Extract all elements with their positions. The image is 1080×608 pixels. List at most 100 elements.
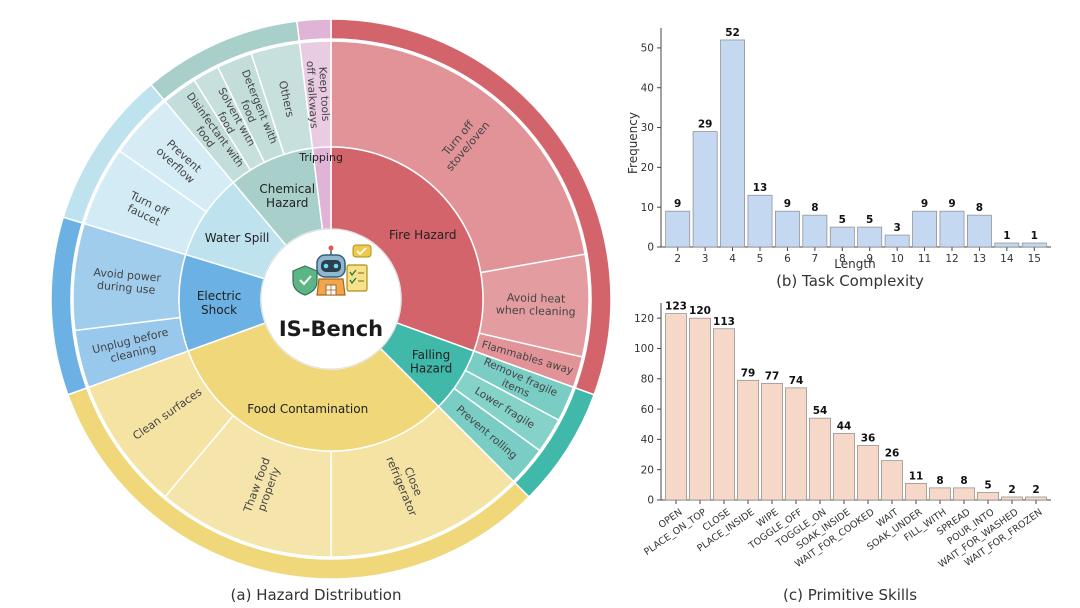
task-bar-9 — [857, 226, 883, 248]
skill-value-label: 2 — [1008, 484, 1015, 496]
task-bar-7 — [802, 214, 828, 248]
task-bar-2 — [665, 210, 691, 248]
skill-value-label: 8 — [960, 475, 967, 487]
task-y-tick-label: 20 — [641, 162, 654, 174]
skill-value-label: 8 — [936, 475, 943, 487]
task-value-label: 8 — [976, 202, 983, 214]
task-bar-3 — [692, 131, 718, 248]
skill-value-label: 54 — [813, 405, 828, 417]
subcategory-label-keep-tools-off-walkways: Keep toolsoff walkways — [304, 60, 332, 129]
task-x-tick-label: 8 — [839, 253, 846, 265]
skill-bar-wait-for-cooked — [857, 445, 879, 501]
task-value-label: 9 — [948, 198, 955, 210]
skill-y-tick-label: 120 — [634, 313, 654, 325]
skill-bar-open — [665, 313, 687, 501]
category-label-electric-shock: Electric Shock — [197, 289, 241, 317]
task-x-tick-label: 13 — [973, 253, 986, 265]
task-x-tick-label: 11 — [918, 253, 931, 265]
task-ylabel: Frequency — [626, 112, 640, 174]
skill-value-label: 120 — [689, 305, 711, 317]
skill-bar-soak-inside — [833, 432, 855, 501]
task-x-tick-label: 14 — [1000, 253, 1014, 265]
skill-y-tick-label: 80 — [641, 373, 654, 385]
skill-bar-soak-under — [905, 482, 927, 501]
task-x-tick-label: 6 — [784, 253, 791, 265]
category-label-water-spill: Water Spill — [205, 231, 270, 245]
skill-value-label: 113 — [713, 316, 735, 328]
skill-value-label: 2 — [1032, 484, 1039, 496]
category-label-electric-shock-line: Electric — [197, 289, 241, 303]
skill-value-label: 26 — [885, 448, 900, 460]
task-value-label: 1 — [1031, 230, 1038, 242]
category-label-chemical-hazard: Chemical Hazard — [259, 182, 315, 210]
skill-bar-place-inside — [737, 379, 759, 501]
task-value-label: 9 — [921, 198, 928, 210]
task-bar-15 — [1021, 242, 1047, 248]
task-x-tick-label: 12 — [945, 253, 958, 265]
task-bar-13 — [967, 214, 992, 248]
subcategory-label-avoid-heat-when-cleaning-line: when cleaning — [496, 303, 576, 318]
task-y-tick-label: 50 — [641, 43, 654, 55]
skill-y-tick-label: 20 — [641, 464, 654, 476]
subcategory-label-avoid-power-during-use: Avoid powerduring use — [92, 266, 162, 297]
task-x-tick-label: 3 — [702, 253, 709, 265]
sunburst-center-circle — [260, 228, 402, 370]
primitive-skills-chart: 020406080100120OPENPLACE_ON_TOPCLOSEPLAC… — [634, 301, 1051, 604]
skill-bar-wait — [881, 460, 903, 501]
task-value-label: 5 — [866, 214, 873, 226]
skill-y-tick-label: 100 — [634, 343, 654, 355]
task-bar-5 — [747, 194, 773, 248]
task-y-tick-label: 0 — [647, 242, 654, 254]
skill-value-label: 74 — [789, 375, 804, 387]
task-y-tick-label: 10 — [641, 202, 654, 214]
task-value-label: 9 — [784, 198, 791, 210]
category-label-falling-hazard: Falling Hazard — [410, 348, 452, 376]
task-bar-4 — [720, 39, 745, 248]
task-value-label: 1 — [1003, 230, 1010, 242]
task-x-tick-label: 7 — [812, 253, 819, 265]
outer-ring-tripping — [296, 18, 332, 42]
task-value-label: 13 — [753, 182, 768, 194]
category-label-fire-hazard: Fire Hazard — [389, 228, 457, 242]
task-value-label: 29 — [698, 119, 713, 131]
task-value-label: 9 — [674, 198, 681, 210]
task-x-tick-label: 5 — [757, 253, 764, 265]
skill-bar-fill-with — [929, 487, 951, 501]
task-x-tick-label: 15 — [1028, 253, 1041, 265]
skill-bar-wait-for-washed — [1001, 496, 1023, 501]
skill-bar-place-on-top — [689, 317, 711, 501]
task-y-tick-label: 30 — [641, 122, 654, 134]
skill-value-label: 5 — [984, 479, 991, 491]
skill-bar-close — [713, 328, 735, 501]
skill-value-label: 36 — [861, 432, 876, 444]
category-label-falling-hazard-line: Hazard — [410, 362, 452, 376]
task-value-label: 5 — [839, 214, 846, 226]
task-x-tick-label: 9 — [866, 253, 873, 265]
subcategory-label-avoid-heat-when-cleaning-line: Avoid heat — [507, 291, 566, 306]
task-y-tick-label: 40 — [641, 82, 654, 94]
skill-bar-toggle-off — [785, 387, 807, 501]
skill-bar-wipe — [761, 382, 783, 501]
subcategory-label-avoid-power-during-use-line: Avoid power — [93, 266, 162, 285]
skill-y-tick-label: 40 — [641, 434, 654, 446]
task-bar-10 — [884, 234, 910, 248]
subcategory-label-keep-tools-off-walkways-line: off walkways — [304, 61, 320, 129]
skill-bar-pour-into — [977, 492, 999, 501]
task-bar-14 — [994, 242, 1020, 248]
skill-value-label: 11 — [909, 470, 924, 482]
sunburst-center-title: IS-Bench — [279, 317, 383, 341]
category-label-food-contamination: Food Contamination — [247, 402, 368, 416]
subcategory-label-keep-tools-off-walkways-line: Keep tools — [316, 66, 331, 121]
skill-bar-spread — [953, 487, 975, 501]
robot-mascot-icon — [292, 244, 372, 296]
category-label-chemical-hazard-line: Chemical — [259, 182, 315, 196]
skill-bar-wait-for-frozen — [1025, 496, 1047, 501]
task-bar-6 — [775, 210, 800, 248]
subcategory-label-avoid-power-during-use-line: during use — [97, 279, 157, 297]
task-value-label: 52 — [725, 27, 740, 39]
task-bar-11 — [912, 210, 937, 248]
skill-value-label: 44 — [837, 420, 852, 432]
